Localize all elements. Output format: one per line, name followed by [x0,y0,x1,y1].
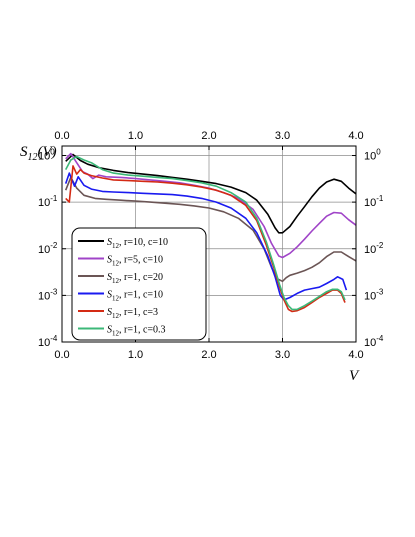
x-tick-label-top: 3.0 [275,130,290,142]
legend-label-2: S12, r=5, c=10 [107,255,163,268]
y-tick-label-left: 10-3 [38,287,58,302]
y-axis-label: S12(V) [20,144,57,163]
y-tick-label-right: 10-3 [364,287,384,302]
x-tick-label-bottom: 4.0 [348,349,363,361]
x-tick-label-bottom: 1.0 [128,349,143,361]
series-lines [64,152,357,313]
legend-label-3: S12, r=1, c=20 [107,272,163,285]
series-line-4 [64,172,348,301]
y-tick-label-right: 100 [364,148,381,163]
series-line-5 [65,165,346,313]
y-tick-label-right: 10-1 [364,194,384,209]
x-tick-label-bottom: 2.0 [201,349,216,361]
y-tick-label-right: 10-4 [364,334,384,349]
x-tick-label-top: 1.0 [128,130,143,142]
legend-label-4: S12, r=1, c=10 [107,290,163,303]
y-axis-label-sub: 12 [28,152,38,163]
y-tick-label-left: 10-4 [38,334,58,349]
legend: S12, r=10, c=10 S12, r=5, c=10 S12, r=1, c… [71,227,207,341]
x-axis-label: V [349,368,360,384]
legend-box [71,227,207,341]
x-tick-label-bottom: 0.0 [54,349,69,361]
legend-label-5: S12, r=1, c=3 [107,307,158,320]
y-tick-label-left: 10-2 [38,241,58,256]
x-tick-label-bottom: 3.0 [275,349,290,361]
x-tick-label-top: 4.0 [348,130,363,142]
y-axis-label-main: S [20,144,28,160]
series-line-1 [65,153,357,234]
legend-label-6: S12, r=1, c=0.3 [107,325,166,338]
y-tick-label-left: 10-1 [38,194,58,209]
x-tick-label-top: 0.0 [54,130,69,142]
y-tick-label-right: 10-2 [364,241,384,256]
series-line-3 [64,176,357,283]
y-axis-label-rest: (V) [38,144,57,160]
y-tick-label-left: 100 [38,148,55,163]
x-tick-label-top: 2.0 [201,130,216,142]
legend-label-1: S12, r=10, c=10 [107,237,168,250]
series-line-6 [64,155,346,311]
